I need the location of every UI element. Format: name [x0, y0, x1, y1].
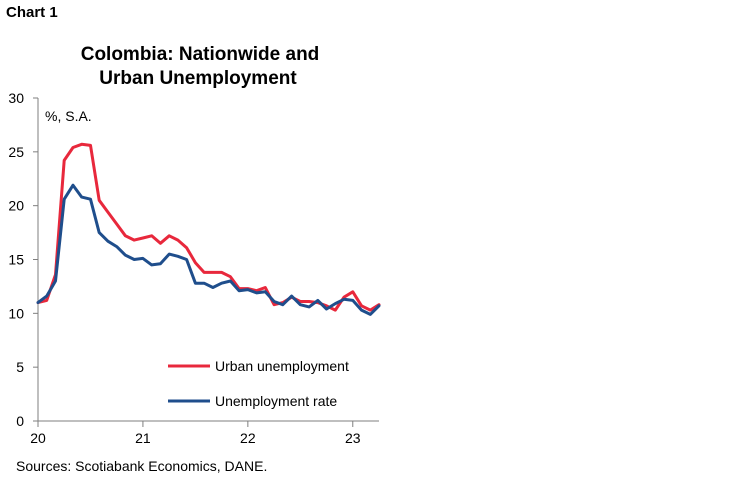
y-tick-label: 0	[16, 413, 24, 429]
x-tick-label: 22	[240, 430, 256, 446]
y-tick-label: 10	[8, 305, 24, 321]
x-tick-label: 23	[345, 430, 361, 446]
y-tick-label: 20	[8, 198, 24, 214]
axes: 0 5 10 15 20 25 30 20 21 22 23	[8, 90, 379, 446]
x-tick-label: 21	[135, 430, 151, 446]
legend: Urban unemployment Unemployment rate	[168, 358, 349, 409]
y-tick-label: 15	[8, 252, 24, 268]
series-line-unemployment-rate	[36, 183, 381, 316]
y-tick-label: 5	[16, 359, 24, 375]
y-tick-label: 25	[8, 144, 24, 160]
unit-label: %, S.A.	[45, 108, 92, 124]
series-lines	[36, 142, 381, 316]
chart-number-label: Chart 1	[6, 4, 58, 21]
legend-label-urban: Urban unemployment	[215, 358, 349, 374]
y-tick-label: 30	[8, 90, 24, 106]
source-note: Sources: Scotiabank Economics, DANE.	[16, 458, 267, 474]
legend-label-unemployment: Unemployment rate	[215, 393, 337, 409]
chart-title-line-2: Urban Unemployment	[99, 68, 297, 89]
x-tick-label: 20	[30, 430, 46, 446]
chart-title-line-1: Colombia: Nationwide and	[81, 44, 320, 65]
